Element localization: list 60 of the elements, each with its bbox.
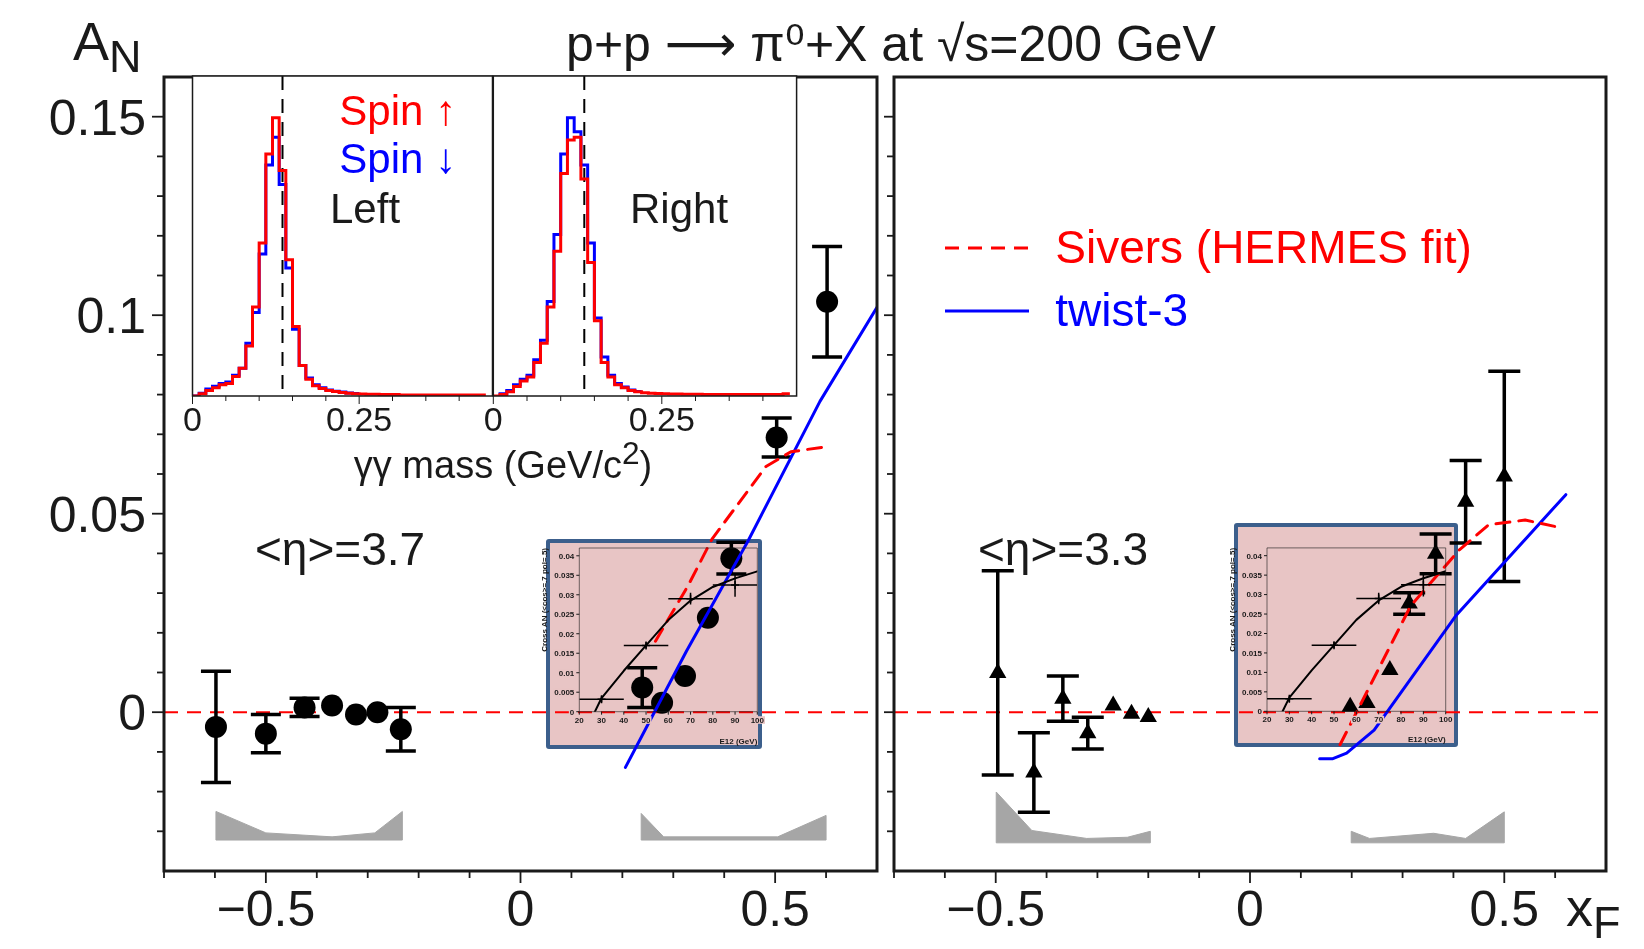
x-tick-label: 0.5 xyxy=(1469,881,1540,937)
x-axis-title: E12 (GeV) xyxy=(719,737,758,747)
x-tick-label: 20 xyxy=(1262,715,1272,725)
x-tick-label: 0.5 xyxy=(740,881,810,937)
x-tick-label: 50 xyxy=(1329,715,1340,725)
x-tick-label: 90 xyxy=(1418,715,1429,725)
x-tick-label: 80 xyxy=(1396,715,1407,725)
y-tick-label: 0.03 xyxy=(558,590,575,600)
annotation: <η>=3.7 xyxy=(255,523,426,575)
y-tick-label: 0.005 xyxy=(554,688,575,698)
y-tick-label: 0 xyxy=(1257,707,1263,717)
y-tick-label: 0.02 xyxy=(558,629,575,639)
x-tick-label: 100 xyxy=(750,715,765,725)
y-axis-title: A$_{N}$ xyxy=(73,11,142,82)
y-tick-label: 0.015 xyxy=(1241,648,1263,658)
y-tick-label: 0 xyxy=(569,707,575,717)
y-tick-label: 0.15 xyxy=(48,89,146,146)
y-tick-label: 0.035 xyxy=(554,571,575,581)
x-tick-label: 20 xyxy=(574,715,585,725)
y-tick-label: 0.015 xyxy=(554,649,575,659)
y-tick-label: 0.025 xyxy=(1241,609,1263,619)
x-tick-label: 70 xyxy=(686,715,696,725)
x-tick-label: 60 xyxy=(1351,715,1362,725)
x-tick-label: −0.5 xyxy=(946,881,1046,937)
x-tick-label: 90 xyxy=(730,715,741,725)
y-tick-label: 0.025 xyxy=(554,610,575,620)
x-tick-label: 30 xyxy=(1284,715,1295,725)
y-tick-label: 0.1 xyxy=(76,288,146,345)
series-label: Spin ↑ xyxy=(339,87,456,135)
y-axis-title: Cross AN (<cos>=.7 pol=.5) xyxy=(1228,547,1237,652)
x-tick-label: 40 xyxy=(619,715,629,725)
x-tick-label: 40 xyxy=(1307,715,1317,725)
y-tick-label: 0.01 xyxy=(558,668,575,678)
x-axis-title: x$_{F}$ xyxy=(1566,877,1621,948)
x-tick-label: 50 xyxy=(641,715,652,725)
y-tick-label: 0.02 xyxy=(1246,629,1263,639)
y-axis-title: Cross AN (<cos>=.7 pol=.5) xyxy=(540,547,549,652)
x-tick-label: −0.5 xyxy=(216,881,316,937)
annotation: Left xyxy=(330,185,401,233)
y-tick-label: 0.01 xyxy=(1246,668,1263,678)
y-tick-label: 0.005 xyxy=(1241,687,1263,697)
y-tick-label: 0.05 xyxy=(48,486,146,543)
y-tick-label: 0.04 xyxy=(1246,551,1263,561)
y-tick-label: 0.035 xyxy=(1241,571,1263,581)
legend-label: twist-3 xyxy=(1055,284,1189,337)
x-tick-label: 80 xyxy=(708,715,718,725)
x-axis-title: E12 (GeV) xyxy=(1407,735,1447,745)
legend-label: Sivers (HERMES fit) xyxy=(1055,221,1472,274)
x-tick-label: 0 xyxy=(506,881,535,937)
annotation: <η>=3.3 xyxy=(978,523,1149,575)
x-tick-label: 100 xyxy=(1439,715,1453,725)
annotation: Right xyxy=(630,185,729,233)
y-tick-label: 0.04 xyxy=(558,551,575,561)
chart-title: p+p ⟶ π⁰+X at √s=200 GeV xyxy=(566,16,1216,72)
x-tick-label: 70 xyxy=(1374,715,1384,725)
x-tick-label: 0 xyxy=(183,400,202,439)
x-tick-label: 30 xyxy=(597,715,607,725)
y-tick-label: 0.03 xyxy=(1246,590,1263,600)
series-label: Spin ↓ xyxy=(339,135,456,183)
x-tick-label: 60 xyxy=(663,715,674,725)
